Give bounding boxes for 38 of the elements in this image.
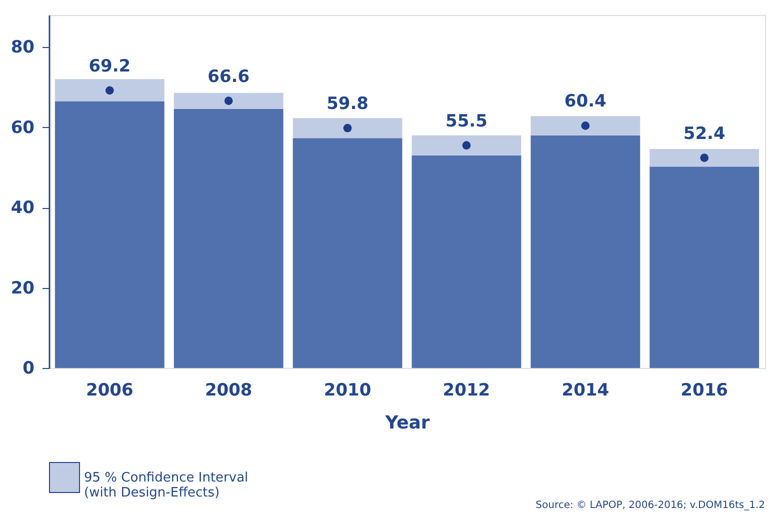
bar (530, 116, 640, 136)
point (700, 154, 709, 162)
x-tick-label: 2016 (680, 380, 728, 400)
y-tick-label: 0 (22, 358, 35, 378)
bar (530, 135, 640, 368)
data-label: 52.4 (683, 124, 726, 144)
point (462, 141, 471, 150)
data-label: 60.4 (564, 92, 607, 112)
data-label: 55.5 (445, 111, 488, 132)
source-note: Source: © LAPOP, 2006-2016; v.DOM16ts_1.2 (536, 500, 765, 511)
y-tick-label: 20 (10, 278, 35, 298)
x-tick-label: 2008 (204, 380, 252, 400)
x-tick-label: 2006 (86, 380, 134, 400)
bar (292, 118, 402, 138)
x-tick-label: 2014 (562, 380, 610, 400)
x-tick-label: 2012 (442, 380, 490, 400)
bar (174, 92, 284, 109)
point (581, 122, 590, 130)
bar (292, 138, 402, 368)
bar (54, 101, 164, 368)
bar (412, 155, 522, 368)
bar (412, 135, 522, 156)
y-tick-label: 80 (10, 38, 35, 58)
data-label: 66.6 (208, 66, 250, 87)
legend-label: 95 % Confidence Interval (with Design-Effects) (84, 470, 248, 500)
y-tick-label: 60 (10, 118, 35, 138)
point (343, 124, 352, 132)
bar (650, 166, 760, 368)
x-axis-title: Year (384, 412, 430, 434)
data-label: 69.2 (88, 56, 131, 76)
y-tick-label: 40 (10, 198, 35, 218)
bar (174, 108, 284, 368)
data-label: 59.8 (326, 94, 369, 114)
x-tick-label: 2010 (324, 380, 372, 400)
point (224, 96, 233, 106)
bar (54, 79, 164, 102)
point (105, 86, 114, 95)
bar (650, 148, 760, 167)
